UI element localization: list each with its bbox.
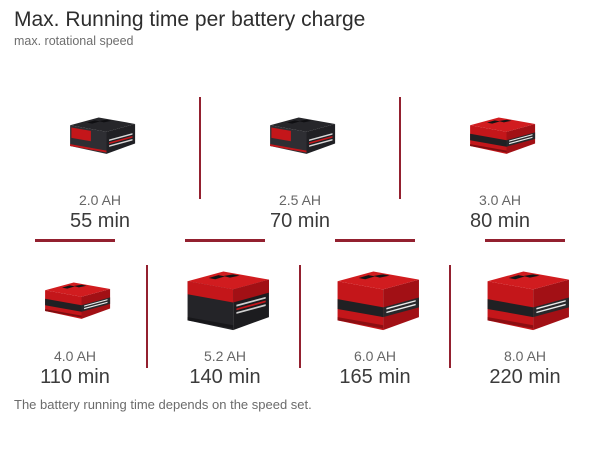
battery-image — [476, 265, 574, 335]
battery-image — [261, 112, 339, 158]
battery-capacity-label: 2.5 AH — [278, 192, 322, 208]
divider-vertical — [146, 265, 148, 368]
battery-cell: 5.2 AH 140 min — [150, 257, 300, 389]
divider-horizontal — [185, 239, 265, 242]
battery-image — [326, 265, 424, 335]
battery-runtime-value: 165 min — [339, 366, 411, 388]
battery-cell: 3.0 AH 80 min — [400, 95, 600, 245]
battery-runtime-value: 110 min — [40, 366, 110, 388]
divider-vertical — [299, 265, 301, 368]
battery-capacity-label: 2.0 AH — [78, 192, 122, 208]
battery-row-top: 2.0 AH 55 min 2.5 AH 70 min 3.0 AH 80 mi… — [0, 95, 600, 245]
battery-runtime-value: 70 min — [269, 210, 331, 232]
battery-runtime-value: 140 min — [189, 366, 261, 388]
battery-image — [461, 112, 539, 158]
battery-cell: 2.0 AH 55 min — [0, 95, 200, 245]
battery-capacity-label: 5.2 AH — [203, 348, 247, 364]
divider-horizontal — [485, 239, 565, 242]
battery-image — [36, 277, 114, 323]
battery-capacity-label: 4.0 AH — [53, 348, 97, 364]
battery-capacity-label: 3.0 AH — [478, 192, 522, 208]
battery-runtime-value: 80 min — [469, 210, 531, 232]
divider-vertical — [449, 265, 451, 368]
battery-cell: 6.0 AH 165 min — [300, 257, 450, 389]
battery-cell: 8.0 AH 220 min — [450, 257, 600, 389]
battery-runtime-value: 55 min — [69, 210, 131, 232]
divider-horizontal — [35, 239, 115, 242]
battery-image — [176, 265, 274, 335]
page-title: Max. Running time per battery charge — [14, 8, 366, 31]
divider-vertical — [199, 97, 201, 199]
battery-capacity-label: 6.0 AH — [353, 348, 397, 364]
divider-vertical — [399, 97, 401, 199]
footnote: The battery running time depends on the … — [14, 397, 312, 412]
battery-capacity-label: 8.0 AH — [503, 348, 547, 364]
divider-horizontal — [335, 239, 415, 242]
battery-row-bottom: 4.0 AH 110 min 5.2 AH 140 min 6.0 AH 165… — [0, 257, 600, 389]
battery-cell: 2.5 AH 70 min — [200, 95, 400, 245]
page-subtitle: max. rotational speed — [14, 34, 134, 48]
battery-image — [61, 112, 139, 158]
battery-runtime-value: 220 min — [489, 366, 561, 388]
battery-cell: 4.0 AH 110 min — [0, 257, 150, 389]
